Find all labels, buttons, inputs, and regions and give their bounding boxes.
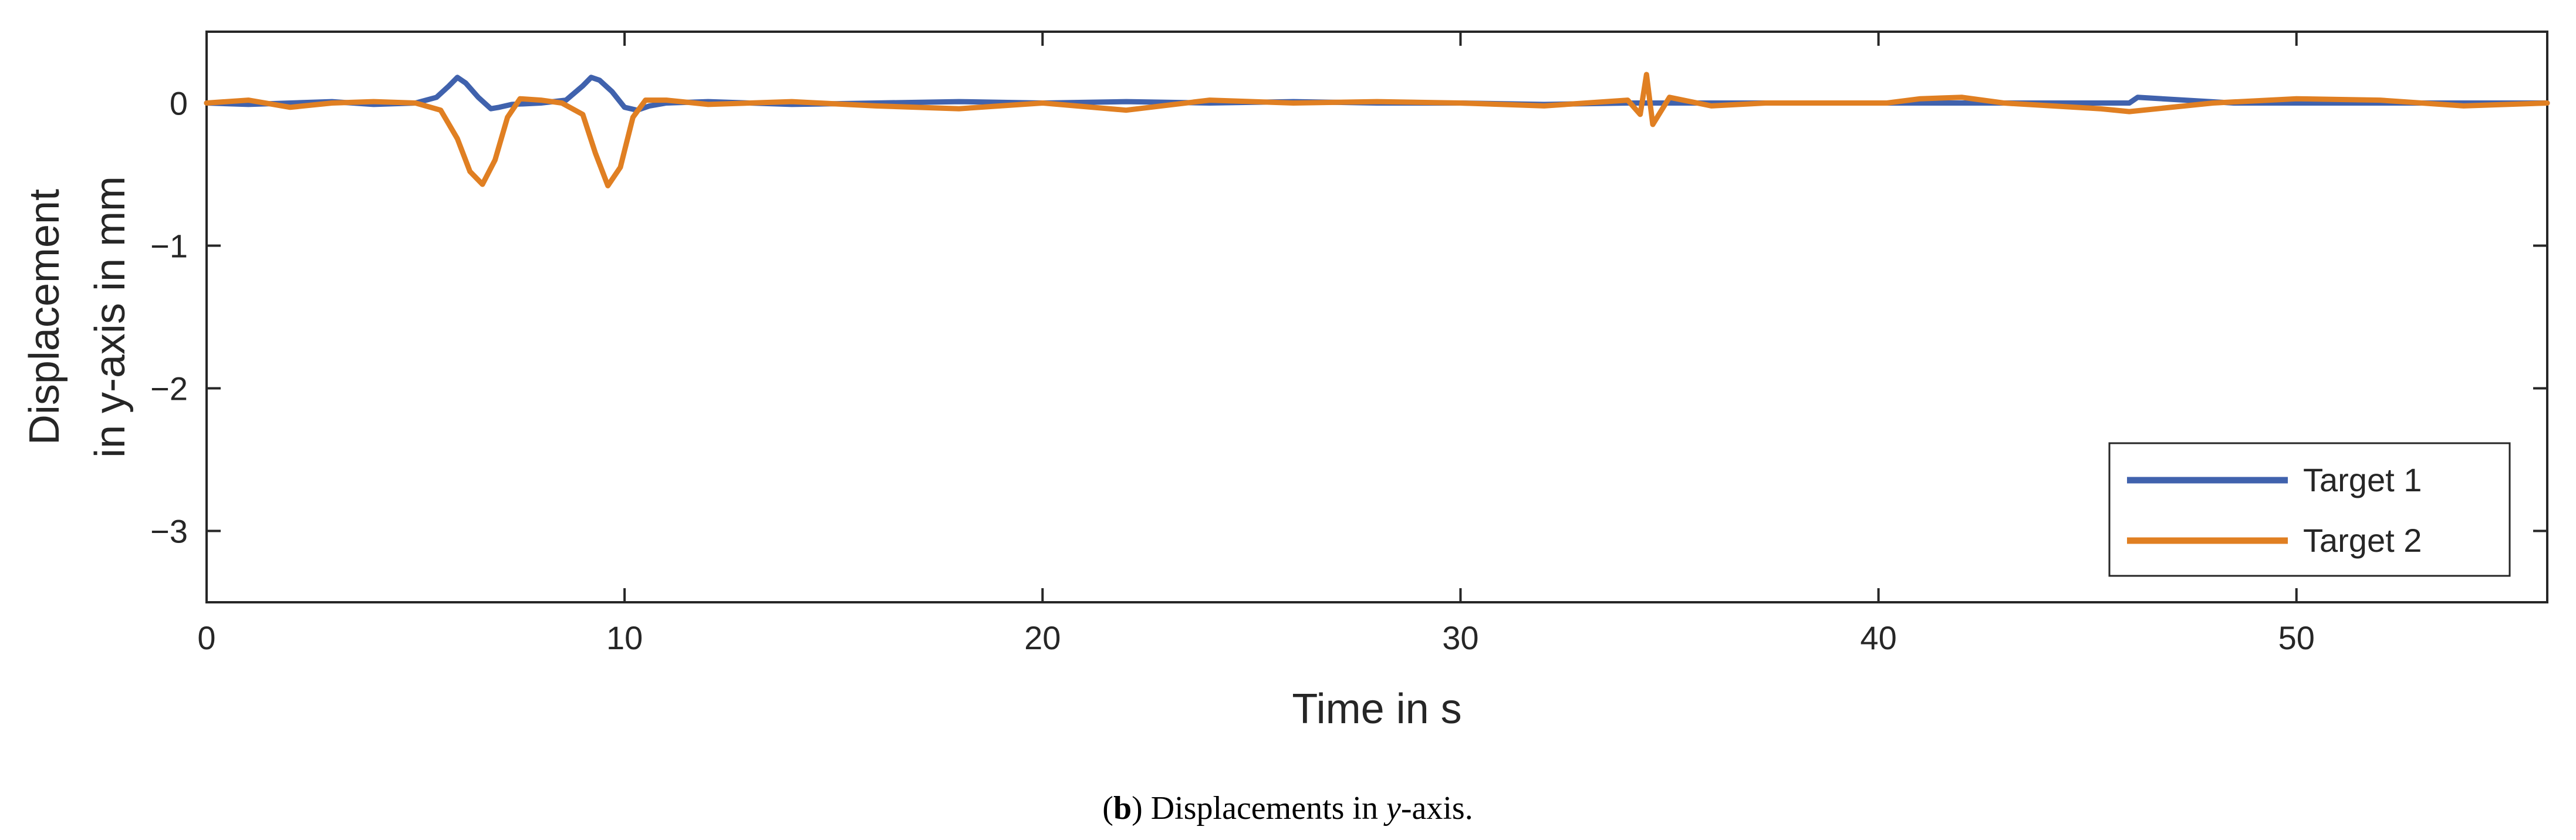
y-axis-title-line-2: in y-axis in mm: [87, 176, 134, 458]
x-tick-label: 0: [197, 619, 215, 656]
caption-italic: y: [1383, 790, 1401, 826]
y-tick-label: −2: [150, 370, 188, 407]
y-tick-label: −1: [150, 228, 188, 265]
caption-open-paren: (: [1102, 790, 1113, 826]
y-tick-label: −3: [150, 513, 188, 550]
legend-label-target-2: Target 2: [2303, 522, 2422, 559]
x-axis-ticks: 0 10 20 30 40 50: [197, 32, 2315, 656]
x-tick-label: 10: [606, 619, 643, 656]
series-line-target-2: [204, 72, 2550, 188]
y-tick-label: 0: [170, 85, 188, 122]
legend: Target 1 Target 2: [2108, 442, 2511, 577]
caption-text-before: ) Displacements in: [1132, 790, 1386, 826]
x-axis-title: Time in s: [1292, 686, 1461, 733]
x-tick-label: 40: [1860, 619, 1896, 656]
x-tick-label: 50: [2278, 619, 2315, 656]
series-layer: [204, 72, 2550, 188]
y-axis-ticks: 0 −1 −2 −3: [150, 85, 2547, 550]
caption-text-after: -axis.: [1401, 790, 1473, 826]
figure-caption: (b) Displacements in y-axis.: [1102, 790, 1473, 826]
legend-box: [2108, 442, 2511, 577]
legend-label-target-1: Target 1: [2303, 461, 2422, 498]
x-tick-label: 20: [1024, 619, 1061, 656]
caption-label: b: [1113, 790, 1132, 826]
y-axis-title-line-1: Displacement: [21, 189, 68, 445]
x-tick-label: 30: [1442, 619, 1478, 656]
